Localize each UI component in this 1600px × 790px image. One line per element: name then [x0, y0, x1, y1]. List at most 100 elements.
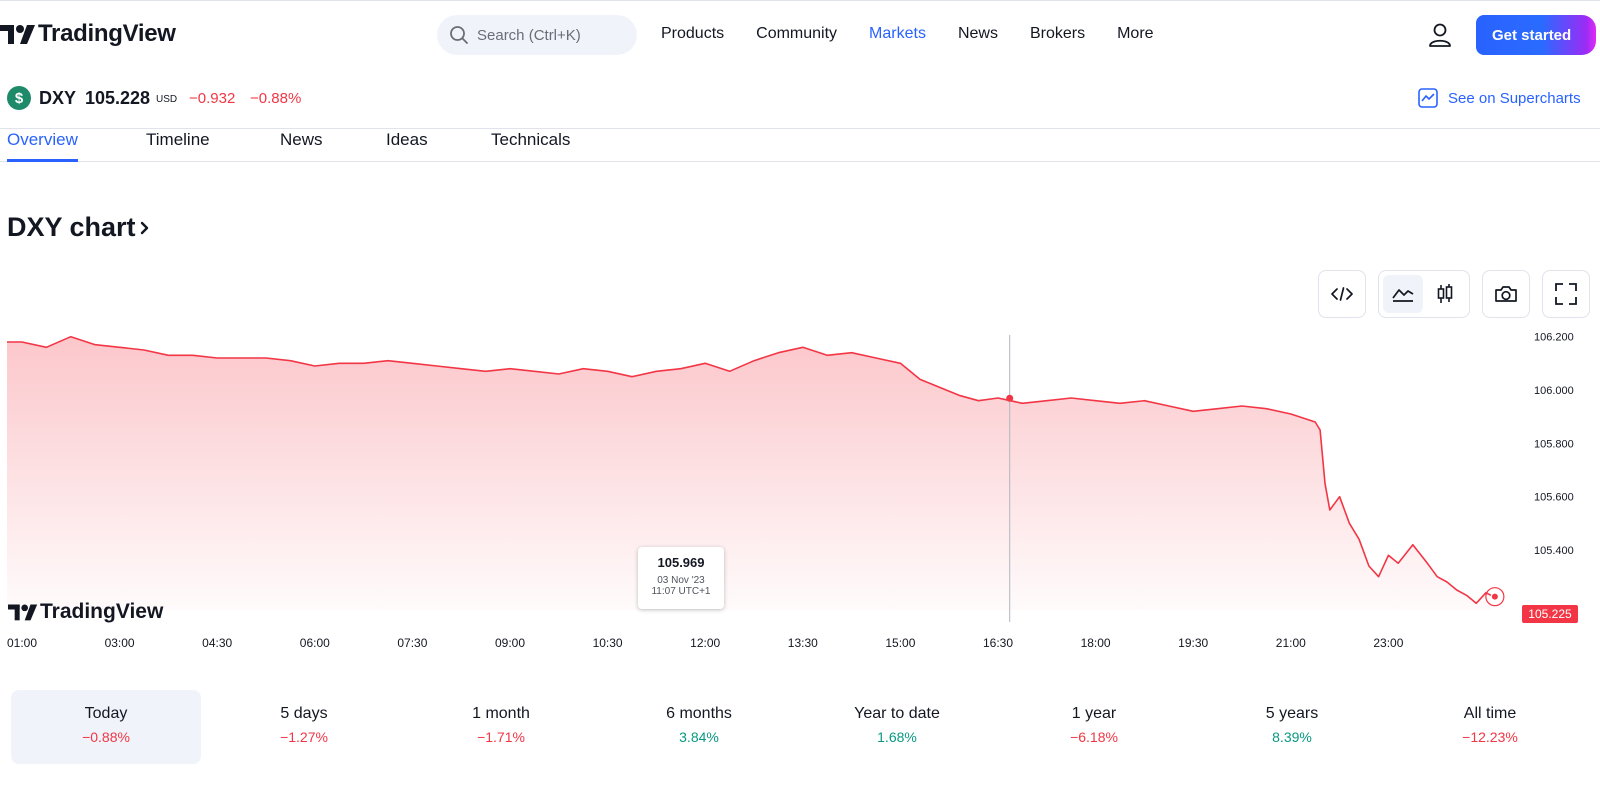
x-tick-label: 06:00: [300, 636, 330, 650]
x-tick-label: 01:00: [7, 636, 37, 650]
period-label: 1 month: [472, 705, 530, 722]
nav-news[interactable]: News: [957, 25, 998, 42]
supercharts-icon: [1418, 88, 1438, 108]
logo[interactable]: TradingView: [0, 19, 176, 49]
price-line: [7, 335, 1492, 605]
camera-icon: [1495, 286, 1517, 302]
period-value: −1.27%: [280, 729, 328, 745]
x-tick-label: 12:00: [690, 636, 720, 650]
x-tick-label: 10:30: [593, 636, 623, 650]
y-tick-label: 106.000: [1534, 385, 1574, 397]
period-1-month[interactable]: 1 month −1.71%: [406, 690, 596, 764]
supercharts-label: See on Supercharts: [1448, 89, 1581, 107]
symbol-currency: USD: [156, 94, 178, 105]
nav-markets[interactable]: Markets: [869, 25, 926, 42]
price-area-fill: [7, 336, 1491, 610]
currency-badge-icon: $: [7, 86, 31, 110]
x-tick-label: 21:00: [1276, 636, 1306, 650]
crosshair-point: [1006, 394, 1014, 402]
tab-ideas[interactable]: Ideas: [386, 130, 428, 149]
tab-timeline[interactable]: Timeline: [146, 130, 210, 149]
embed-button[interactable]: [1318, 270, 1366, 318]
period-5-days[interactable]: 5 days −1.27%: [209, 690, 399, 764]
nav-community[interactable]: Community: [756, 25, 838, 42]
nav-more[interactable]: More: [1117, 25, 1154, 42]
y-tick-label: 106.200: [1534, 332, 1574, 344]
x-tick-label: 16:30: [983, 636, 1013, 650]
symbol-change: −0.932: [189, 90, 236, 107]
period-1-year[interactable]: 1 year −6.18%: [999, 690, 1189, 764]
period-value: −1.71%: [477, 729, 525, 745]
period-value: −12.23%: [1462, 729, 1518, 745]
get-started-button[interactable]: Get started: [1476, 15, 1596, 55]
period-label: 1 year: [1071, 705, 1117, 722]
x-tick-label: 23:00: [1373, 636, 1403, 650]
candlestick-icon: [1437, 284, 1453, 303]
period-5-years[interactable]: 5 years 8.39%: [1197, 690, 1387, 764]
tab-overview[interactable]: Overview: [7, 129, 78, 162]
period-label: All time: [1463, 705, 1517, 722]
symbol-change-percent: −0.88%: [250, 90, 302, 107]
symbol-ticker: DXY: [39, 88, 77, 108]
chevron-right-icon: [140, 221, 148, 235]
search-input[interactable]: [477, 26, 627, 44]
period-6-months[interactable]: 6 months 3.84%: [604, 690, 794, 764]
y-tick-label: 105.400: [1534, 545, 1574, 557]
price-chart[interactable]: 01:00 03:00 04:30 06:00 07:30 09:00 10:30 12:00…: [0, 330, 1600, 660]
area-chart-icon: [1392, 289, 1414, 302]
tradingview-logo-icon: [0, 25, 35, 44]
fullscreen-button[interactable]: [1542, 270, 1590, 318]
crosshair-tooltip: 105.969 03 Nov '23 11:07 UTC+1: [638, 547, 724, 609]
period-year-to-date[interactable]: Year to date 1.68%: [802, 690, 992, 764]
candlestick-chart-button[interactable]: [1425, 275, 1465, 313]
period-label: Year to date: [854, 705, 940, 722]
tab-news[interactable]: News: [280, 130, 323, 149]
period-label: 5 years: [1265, 705, 1319, 722]
tradingview-logo-icon: [8, 604, 38, 621]
period-label: Today: [84, 705, 128, 722]
tooltip-time: 11:07 UTC+1: [651, 586, 711, 597]
chart-watermark: TradingView: [8, 600, 163, 624]
period-value: 1.68%: [877, 729, 917, 745]
user-icon[interactable]: [1426, 21, 1454, 49]
nav-products[interactable]: Products: [661, 25, 725, 42]
code-icon: [1331, 287, 1353, 301]
period-selector: Today −0.88% 5 days −1.27% 1 month −1.71…: [11, 690, 1591, 764]
last-price-label: 105.225: [1522, 605, 1578, 623]
period-value: −0.88%: [82, 729, 130, 745]
y-tick-label: 105.600: [1534, 492, 1574, 504]
period-value: −6.18%: [1070, 729, 1118, 745]
last-price-ring: [1485, 587, 1505, 607]
see-on-supercharts-link[interactable]: See on Supercharts: [1418, 86, 1581, 110]
period-value: 3.84%: [679, 729, 719, 745]
last-price-dot: [1491, 593, 1498, 600]
tooltip-date: 03 Nov '23: [657, 575, 705, 586]
x-tick-label: 03:00: [105, 636, 135, 650]
x-tick-label: 07:30: [397, 636, 427, 650]
period-today[interactable]: Today −0.88%: [11, 690, 201, 764]
fullscreen-icon: [1555, 283, 1577, 305]
logo-text: TradingView: [38, 20, 176, 47]
search-box[interactable]: [437, 15, 637, 55]
x-tick-label: 15:00: [885, 636, 915, 650]
period-label: 5 days: [280, 705, 328, 722]
nav-brokers[interactable]: Brokers: [1029, 25, 1086, 42]
x-tick-label: 13:30: [788, 636, 818, 650]
tooltip-price: 105.969: [657, 555, 705, 570]
tab-technicals[interactable]: Technicals: [491, 130, 571, 149]
chart-title-link[interactable]: DXY chart: [7, 212, 152, 243]
x-tick-label: 09:00: [495, 636, 525, 650]
chart-canvas[interactable]: 01:00 03:00 04:30 06:00 07:30 09:00 10:30 12:00…: [0, 330, 1600, 660]
chart-type-group: [1378, 270, 1470, 318]
main-nav: Products Community Markets News Brokers …: [645, 1, 1170, 67]
symbol-row: $ DXY 105.228 USD −0.932 −0.88% See on S…: [0, 82, 1600, 112]
watermark-text: TradingView: [40, 600, 164, 623]
period-all-time[interactable]: All time −12.23%: [1395, 690, 1585, 764]
y-tick-label: 105.800: [1534, 438, 1574, 450]
period-label: 6 months: [666, 705, 732, 722]
chart-title: DXY chart: [7, 212, 136, 242]
area-chart-button[interactable]: [1383, 275, 1423, 313]
symbol-price: 105.228: [85, 88, 151, 108]
top-header: TradingView Products Community Markets N…: [0, 0, 1600, 66]
snapshot-button[interactable]: [1482, 270, 1530, 318]
